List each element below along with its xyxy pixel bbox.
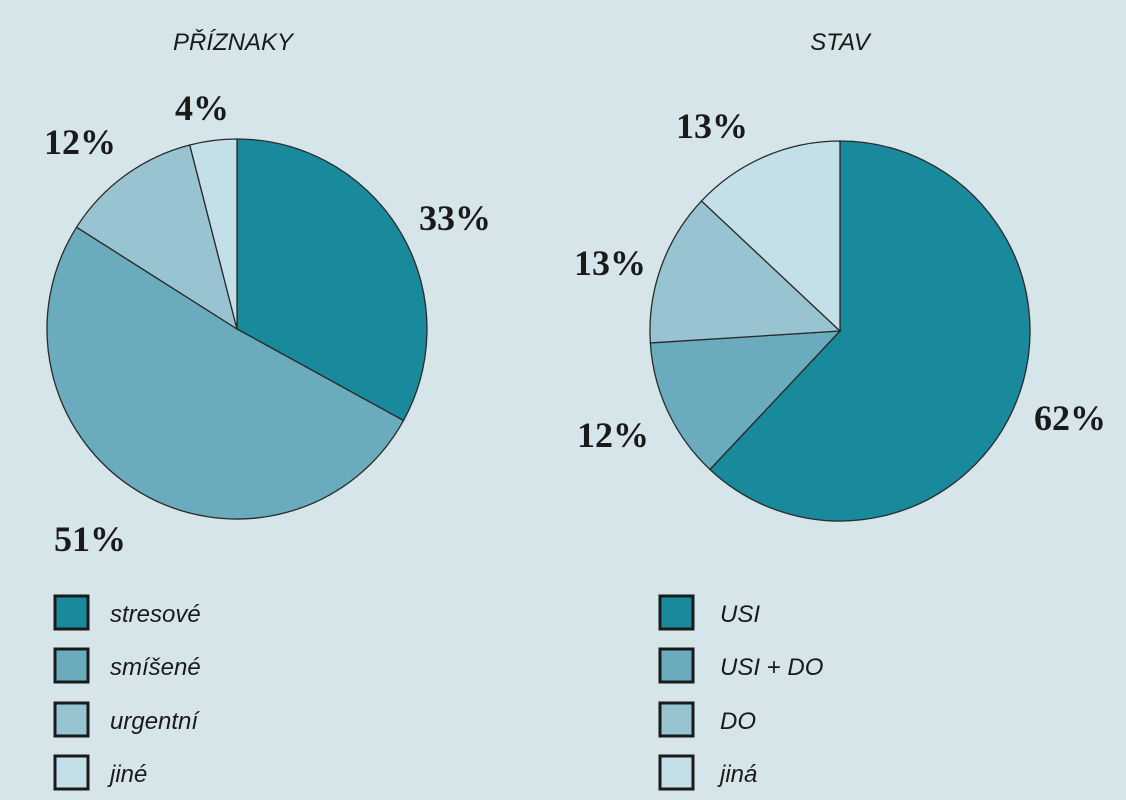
legend-swatch-jine [53,754,90,791]
slice-label-do: 13% [574,243,646,283]
pie-slices [46,138,428,520]
legend-label-jina: jiná [717,761,757,788]
legend-label-stresove: stresové [110,601,201,628]
slice-label-jine: 4% [175,88,229,128]
slice-label-urgentni: 12% [44,122,116,162]
pie-slice-do [649,200,842,344]
legend-label-do: DO [720,708,756,735]
chart-title: STAV [810,29,872,56]
slice-label-usi-do: 12% [577,415,649,455]
legend-swatch-urgentni [53,701,90,738]
legend-swatch-do [658,701,695,738]
pie-slice-jine [188,138,238,330]
slice-label-jina: 13% [676,106,748,146]
pie-slices [649,140,1031,522]
pie-slice-urgentni [75,144,239,331]
legend-label-smisene: smíšené [110,654,201,681]
slice-label-stresove: 33% [419,198,491,238]
slice-label-smisene: 51% [54,519,126,559]
pie-slice-stresove [236,138,428,422]
legend-swatch-stresove [53,594,90,631]
legend-swatch-smisene [53,647,90,684]
legend-swatch-usi-do [658,647,695,684]
legend-label-jine: jiné [107,761,147,788]
legend-label-urgentni: urgentní [110,708,200,735]
pie-slice-usi-do [649,330,842,471]
legend-label-usi-do: USI + DO [720,654,823,681]
legend: USI USI + DO DO jiná [658,594,823,791]
chart-title: PŘÍZNAKY [173,29,295,56]
pie-slice-smisene [46,226,405,520]
pie-slice-usi [709,140,1031,522]
pie-slice-jina [700,140,841,333]
legend-label-usi: USI [720,601,760,628]
legend: stresové smíšené urgentní jiné [53,594,201,791]
legend-swatch-jina [658,754,695,791]
pie-chart-priznaky: PŘÍZNAKY 33% 51% 12% 4% stresové smíšené… [44,29,491,791]
legend-swatch-usi [658,594,695,631]
slice-label-usi: 62% [1034,398,1106,438]
pie-chart-stav: STAV 62% 12% 13% 13% USI USI + DO DO jin… [574,29,1106,791]
